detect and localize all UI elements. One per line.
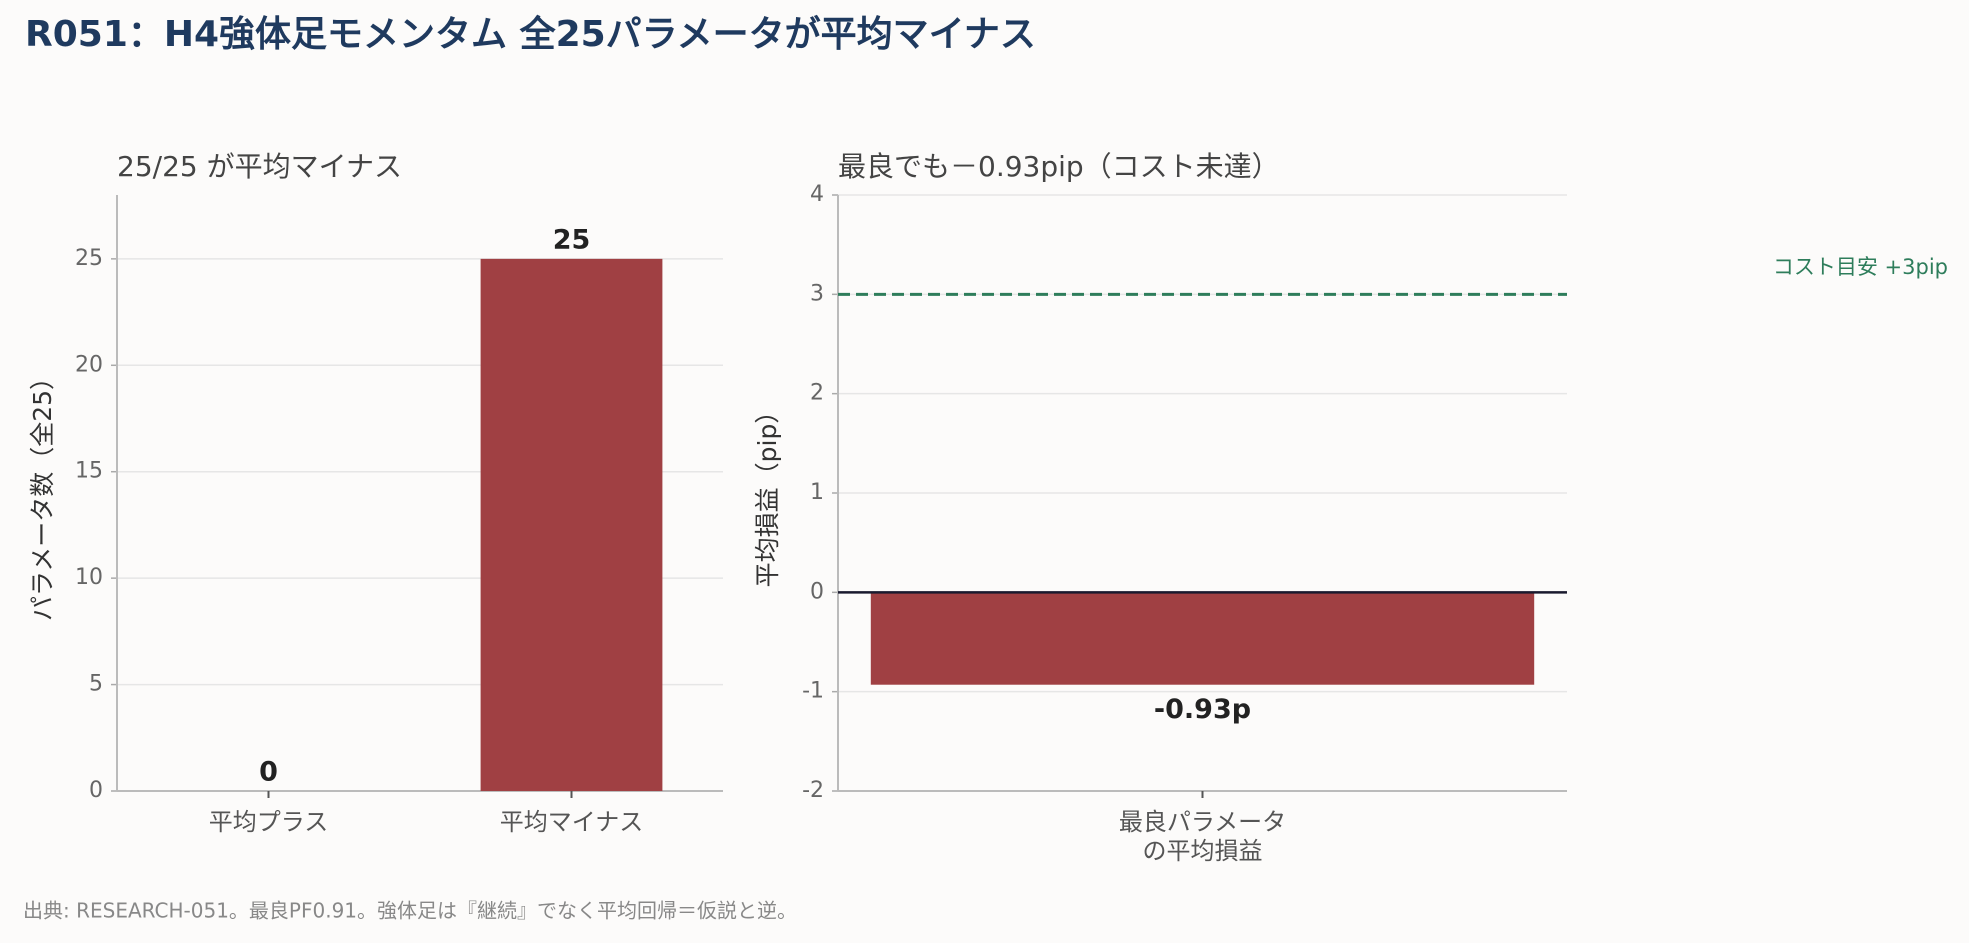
reference-label: コスト目安 +3pip [1773, 255, 1948, 279]
y-tick-label: -2 [802, 778, 824, 803]
y-axis-label: 平均損益（pip） [753, 399, 782, 588]
y-tick-label: 5 [89, 672, 103, 697]
chart-subtitle: 25/25 が平均マイナス [117, 150, 402, 183]
y-tick-label: 3 [810, 281, 824, 306]
y-tick-label: 2 [810, 381, 824, 406]
x-tick-label: 最良パラメータの平均損益 [1119, 808, 1286, 865]
y-tick-label: 15 [75, 459, 103, 484]
x-tick-label: 平均マイナス [500, 808, 644, 836]
y-tick-label: 10 [75, 565, 103, 590]
y-axis-label: パラメータ数（全25） [28, 365, 57, 621]
y-tick-label: 1 [810, 480, 824, 505]
value-label: 25 [553, 224, 591, 255]
page-title: R051：H4強体足モメンタム 全25パラメータが平均マイナス [25, 13, 1036, 55]
value-label: 0 [259, 757, 278, 788]
x-tick-label: 平均プラス [209, 808, 329, 836]
y-tick-label: 25 [75, 246, 103, 271]
value-label: -0.93p [1154, 694, 1251, 725]
bar [870, 592, 1535, 685]
y-tick-label: 4 [810, 182, 824, 207]
chart-subtitle: 最良でも－0.93pip（コスト未達） [838, 150, 1280, 183]
bar [480, 258, 663, 791]
y-tick-label: 0 [89, 778, 103, 803]
y-tick-label: -1 [802, 679, 824, 704]
y-tick-label: 20 [75, 352, 103, 377]
footer: 出典: RESEARCH-051。最良PF0.91。強体足は『継続』でなく平均回… [23, 899, 797, 923]
y-tick-label: 0 [810, 579, 824, 604]
